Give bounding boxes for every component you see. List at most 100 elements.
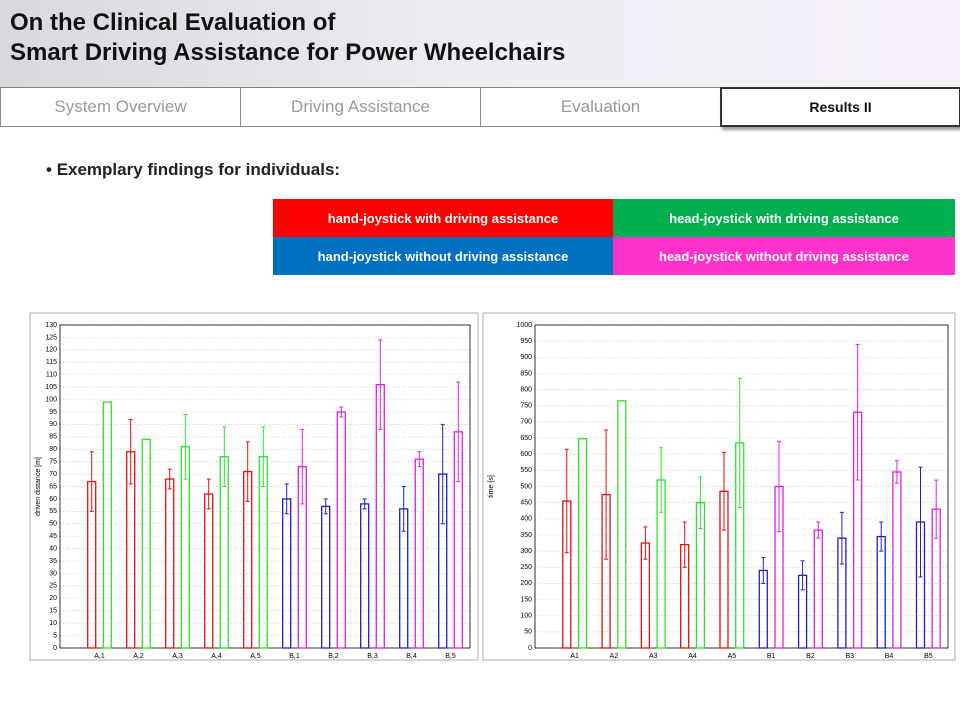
y-tick-label: 700: [520, 419, 532, 426]
x-tick-label: B5: [924, 653, 933, 660]
error-bar: [362, 498, 367, 510]
legend-entry: hand-joystick without driving assistance: [273, 237, 613, 275]
error-bar: [737, 377, 742, 508]
error-bar: [879, 521, 884, 552]
error-bar: [89, 451, 94, 512]
x-tick-label: B,5: [445, 653, 456, 660]
y-tick-label: 10: [49, 620, 57, 627]
y-tick-label: 0: [53, 645, 57, 652]
x-tick-label: A,5: [250, 653, 261, 660]
error-bar: [183, 413, 188, 480]
error-bar: [698, 476, 703, 529]
y-axis-label: time [s]: [488, 475, 495, 498]
bullet: • Exemplary findings for individuals:: [46, 160, 341, 179]
y-tick-label: 90: [49, 421, 57, 428]
x-tick-label: A5: [728, 653, 737, 660]
y-axis-label: driven distance [m]: [35, 457, 42, 516]
y-tick-label: 50: [524, 629, 532, 636]
y-tick-label: 130: [45, 322, 57, 329]
y-tick-label: 120: [45, 347, 57, 354]
chart-frame: [29, 312, 479, 661]
y-tick-label: 950: [520, 338, 532, 345]
error-bar: [761, 557, 766, 584]
legend-entry: head-joystick without driving assistance: [613, 237, 955, 275]
y-tick-label: 15: [49, 608, 57, 615]
error-bar: [245, 441, 250, 502]
y-tick-label: 600: [520, 451, 532, 458]
y-tick-label: 150: [520, 596, 532, 603]
tab-active[interactable]: Results II: [720, 87, 960, 127]
y-tick-label: 0: [528, 645, 532, 652]
y-tick-label: 450: [520, 499, 532, 506]
y-tick-label: 350: [520, 532, 532, 539]
error-bar: [800, 560, 805, 591]
y-tick-label: 1000: [516, 322, 532, 329]
title-line: Smart Driving Assistance for Power Wheel…: [10, 39, 566, 66]
x-tick-label: A,3: [172, 653, 183, 660]
error-bar: [128, 418, 133, 485]
error-bar: [417, 451, 422, 468]
y-tick-label: 900: [520, 354, 532, 361]
error-bar: [777, 440, 782, 533]
x-tick-label: B,3: [367, 653, 378, 660]
tab-bar: System Overview Driving Assistance Evalu…: [0, 87, 960, 127]
y-tick-label: 55: [49, 508, 57, 515]
y-tick-label: 75: [49, 458, 57, 465]
tab[interactable]: Evaluation: [481, 87, 721, 127]
y-tick-label: 100: [45, 396, 57, 403]
x-tick-label: B,4: [406, 653, 417, 660]
header-band: [0, 0, 960, 88]
x-tick-label: B,2: [328, 653, 339, 660]
error-bar: [855, 343, 860, 481]
error-bar: [839, 511, 844, 565]
y-tick-label: 500: [520, 483, 532, 490]
error-bar: [934, 479, 939, 539]
error-bar: [564, 448, 569, 554]
x-tick-label: A,2: [133, 653, 144, 660]
error-bar: [918, 466, 923, 578]
tab[interactable]: Driving Assistance: [241, 87, 481, 127]
y-tick-label: 70: [49, 471, 57, 478]
error-bar: [167, 468, 172, 490]
y-tick-label: 100: [520, 613, 532, 620]
legend: hand-joystick with driving assistance hea…: [273, 199, 955, 275]
error-bar: [284, 483, 289, 515]
x-tick-label: A1: [570, 653, 579, 660]
title-line: On the Clinical Evaluation of: [10, 9, 336, 36]
y-tick-label: 105: [45, 384, 57, 391]
bullet-text: Exemplary findings for individuals:: [56, 160, 341, 179]
y-tick-label: 50: [49, 521, 57, 528]
y-tick-label: 95: [49, 409, 57, 416]
tab[interactable]: System Overview: [0, 87, 241, 127]
error-bar: [604, 429, 609, 560]
error-bar: [222, 426, 227, 487]
y-tick-label: 30: [49, 570, 57, 577]
y-tick-label: 550: [520, 467, 532, 474]
y-tick-label: 650: [520, 435, 532, 442]
x-tick-label: B3: [845, 653, 854, 660]
x-tick-label: A4: [688, 653, 697, 660]
x-tick-label: A,4: [211, 653, 222, 660]
y-tick-label: 35: [49, 558, 57, 565]
y-tick-label: 800: [520, 386, 532, 393]
error-bar: [378, 339, 383, 430]
x-tick-label: B4: [885, 653, 894, 660]
x-tick-label: B2: [806, 653, 815, 660]
error-bar: [643, 526, 648, 560]
error-bar: [456, 381, 461, 483]
error-bar: [440, 423, 445, 525]
error-bar: [816, 521, 821, 539]
error-bar: [721, 452, 726, 531]
x-tick-label: B1: [767, 653, 776, 660]
error-bar: [894, 460, 899, 484]
x-tick-label: A2: [610, 653, 619, 660]
y-tick-label: 115: [46, 359, 57, 366]
error-bar: [659, 447, 664, 513]
error-bar: [300, 428, 305, 505]
y-tick-label: 20: [49, 595, 57, 602]
y-tick-label: 80: [49, 446, 57, 453]
y-tick-label: 60: [49, 496, 57, 503]
y-tick-label: 85: [49, 434, 57, 441]
error-bar: [339, 406, 344, 418]
